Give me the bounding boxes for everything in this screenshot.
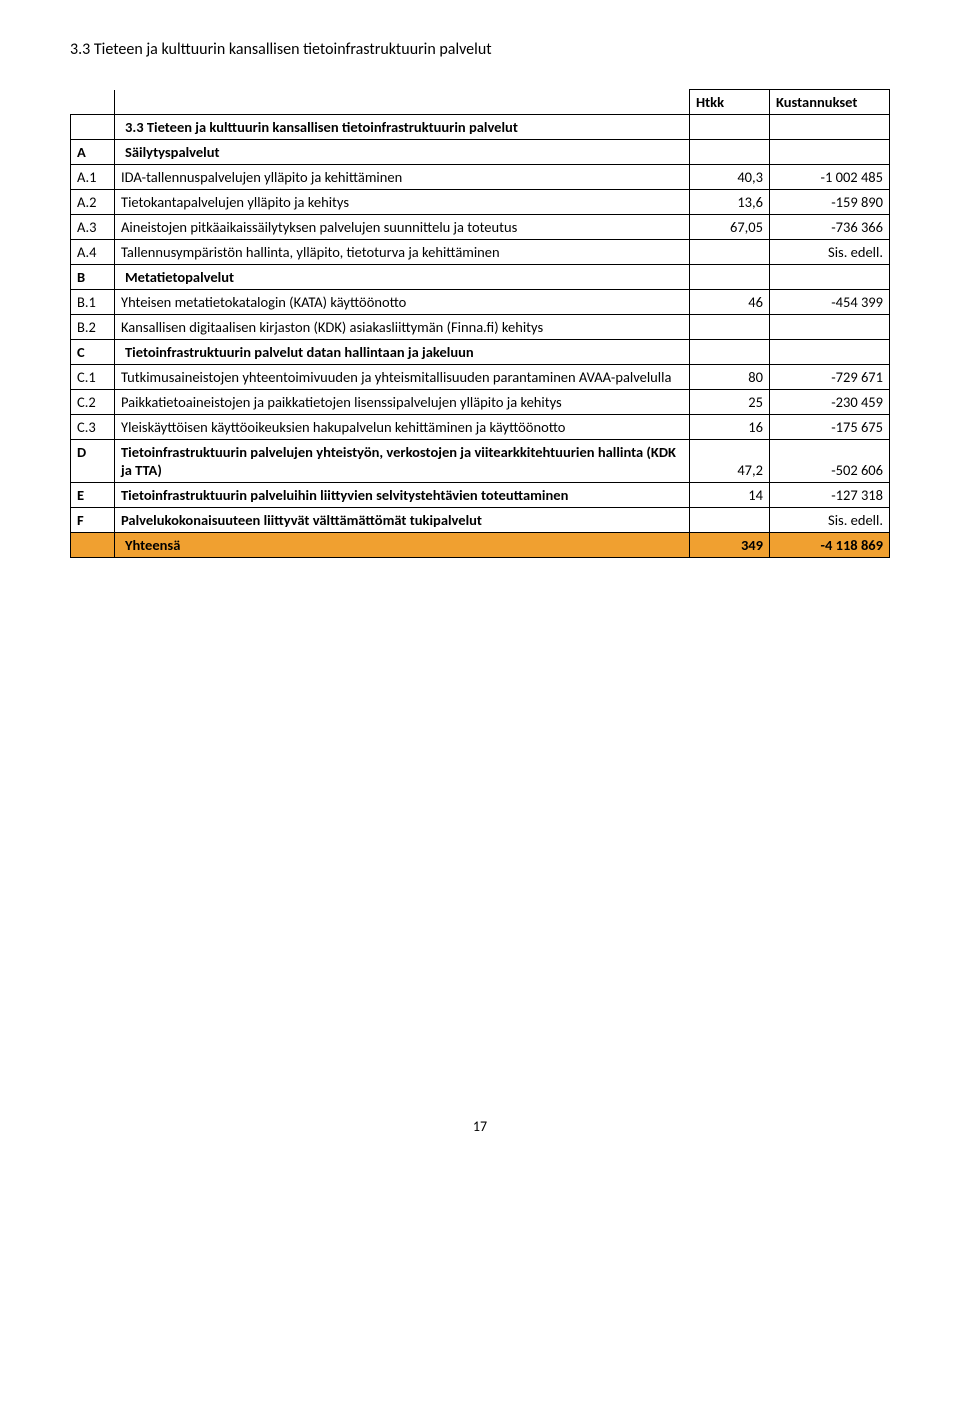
row-htkk: 67,05 [690,215,770,240]
row-label: Tietokantapalvelujen ylläpito ja kehitys [115,190,690,215]
row-id: E [71,483,115,508]
row-label: Paikkatietoaineistojen ja paikkatietojen… [115,390,690,415]
row-id: B.1 [71,290,115,315]
row-A2: A.2 Tietokantapalvelujen ylläpito ja keh… [71,190,890,215]
row-htkk: 47,2 [690,440,770,483]
row-kust: Sis. edell. [770,508,890,533]
row-B: B Metatietopalvelut [71,265,890,290]
row-id: C [71,340,115,365]
row-A1: A.1 IDA-tallennuspalvelujen ylläpito ja … [71,165,890,190]
section-main-row: 3.3 Tieteen ja kulttuurin kansallisen ti… [71,115,890,140]
row-htkk: 25 [690,390,770,415]
row-kust: -127 318 [770,483,890,508]
row-kust: -159 890 [770,190,890,215]
row-id: A.1 [71,165,115,190]
row-htkk: 16 [690,415,770,440]
row-label: Tietoinfrastruktuurin palveluihin liitty… [115,483,690,508]
row-htkk: 13,6 [690,190,770,215]
row-id: A [71,140,115,165]
row-B1: B.1 Yhteisen metatietokatalogin (KATA) k… [71,290,890,315]
row-id: A.3 [71,215,115,240]
budget-table: Htkk Kustannukset 3.3 Tieteen ja kulttuu… [70,89,890,558]
row-label: Yhteisen metatietokatalogin (KATA) käytt… [115,290,690,315]
row-kust: -502 606 [770,440,890,483]
row-A4: A.4 Tallennusympäristön hallinta, ylläpi… [71,240,890,265]
row-A: A Säilytyspalvelut [71,140,890,165]
row-label: Yleiskäyttöisen käyttöoikeuksien hakupal… [115,415,690,440]
row-kust: -230 459 [770,390,890,415]
row-kust: -736 366 [770,215,890,240]
row-B2: B.2 Kansallisen digitaalisen kirjaston (… [71,315,890,340]
total-row: Yhteensä 349 -4 118 869 [71,533,890,558]
row-kust: Sis. edell. [770,240,890,265]
total-label: Yhteensä [115,533,690,558]
row-id: D [71,440,115,483]
total-htkk: 349 [690,533,770,558]
row-kust: -1 002 485 [770,165,890,190]
row-kust: -454 399 [770,290,890,315]
header-kustannukset: Kustannukset [770,90,890,115]
row-label: Tietoinfrastruktuurin palvelut datan hal… [115,340,690,365]
row-htkk: 14 [690,483,770,508]
total-kust: -4 118 869 [770,533,890,558]
row-E: E Tietoinfrastruktuurin palveluihin liit… [71,483,890,508]
row-C: C Tietoinfrastruktuurin palvelut datan h… [71,340,890,365]
row-label: Palvelukokonaisuuteen liittyvät välttämä… [115,508,690,533]
row-kust: -175 675 [770,415,890,440]
row-label: IDA-tallennuspalvelujen ylläpito ja kehi… [115,165,690,190]
row-label: Aineistojen pitkäaikaissäilytyksen palve… [115,215,690,240]
row-label: Tutkimusaineistojen yhteentoimivuuden ja… [115,365,690,390]
page-title: 3.3 Tieteen ja kulttuurin kansallisen ti… [70,40,890,59]
row-label: Metatietopalvelut [115,265,690,290]
row-id: C.2 [71,390,115,415]
row-kust: -729 671 [770,365,890,390]
row-id: A.2 [71,190,115,215]
row-C1: C.1 Tutkimusaineistojen yhteentoimivuude… [71,365,890,390]
row-C3: C.3 Yleiskäyttöisen käyttöoikeuksien hak… [71,415,890,440]
row-A3: A.3 Aineistojen pitkäaikaissäilytyksen p… [71,215,890,240]
row-id: F [71,508,115,533]
row-label: Tietoinfrastruktuurin palvelujen yhteist… [115,440,690,483]
row-id: B [71,265,115,290]
row-id: A.4 [71,240,115,265]
row-C2: C.2 Paikkatietoaineistojen ja paikkatiet… [71,390,890,415]
header-htkk: Htkk [690,90,770,115]
row-id: B.2 [71,315,115,340]
table-header-row: Htkk Kustannukset [71,90,890,115]
section-main-label: 3.3 Tieteen ja kulttuurin kansallisen ti… [115,115,690,140]
row-F: F Palvelukokonaisuuteen liittyvät välttä… [71,508,890,533]
page-number: 17 [70,1118,890,1135]
row-htkk: 40,3 [690,165,770,190]
row-htkk: 46 [690,290,770,315]
row-label: Säilytyspalvelut [115,140,690,165]
row-htkk: 80 [690,365,770,390]
row-label: Kansallisen digitaalisen kirjaston (KDK)… [115,315,690,340]
row-id: C.3 [71,415,115,440]
row-D: D Tietoinfrastruktuurin palvelujen yhtei… [71,440,890,483]
row-label: Tallennusympäristön hallinta, ylläpito, … [115,240,690,265]
row-id: C.1 [71,365,115,390]
